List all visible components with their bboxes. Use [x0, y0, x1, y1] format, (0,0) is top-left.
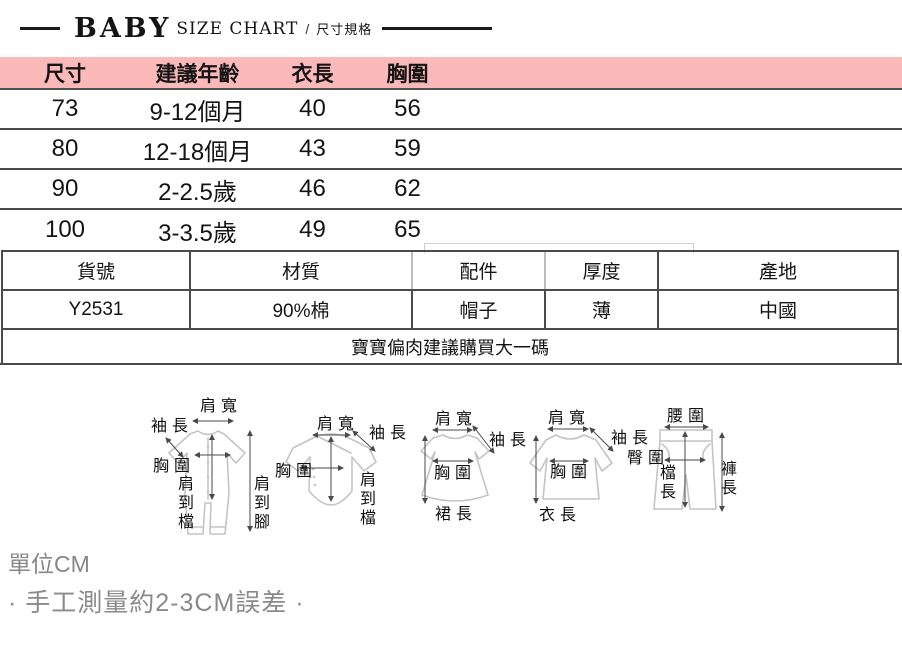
size-cell: 40	[299, 95, 326, 122]
info-table: 貨號 材質 配件 厚度 產地 Y2531 90%棉 帽子 薄 中國	[1, 250, 899, 330]
title-subtitle-en: SIZE CHART	[176, 18, 299, 39]
dress-chest-label: 胸圍	[434, 463, 477, 482]
romper-chest-label: 胸圍	[153, 456, 196, 475]
romper-shoulder-to-crotch-label: 肩到檔	[175, 475, 194, 532]
title-right-line	[382, 27, 493, 30]
info-cell: 帽子	[413, 291, 546, 328]
romper-diagram	[165, 418, 253, 535]
size-table-row: 90 2-2.5歲 46 62	[0, 170, 902, 210]
faint-overlay-box	[424, 243, 694, 253]
size-cell: 90	[51, 175, 79, 202]
dress-shoulder-label: 肩寬	[435, 409, 478, 428]
size-cell: 73	[51, 95, 79, 122]
size-cell: 59	[394, 135, 421, 162]
bodysuit-shoulder-label: 肩寬	[317, 414, 360, 433]
pants-crotch-length-label: 檔長	[657, 464, 676, 502]
tolerance-note: · 手工測量約2-3CM誤差 ·	[8, 589, 305, 617]
title-left-line	[20, 27, 60, 30]
size-note: 寶寶偏肉建議購買大一碼	[1, 330, 899, 363]
top-chest-label: 胸圍	[550, 462, 593, 481]
info-col-header: 厚度	[546, 252, 659, 289]
info-cell: 中國	[758, 301, 797, 322]
top-length-label: 衣長	[539, 505, 582, 524]
table-bottom-line	[0, 363, 902, 365]
size-table-row: 73 9-12個月 40 56	[0, 90, 902, 130]
info-col-header: 產地	[758, 262, 797, 283]
size-table-header: 尺寸 建議年齡 衣長 胸圍	[0, 57, 902, 90]
title-separator: /	[305, 20, 310, 37]
size-col-header: 建議年齡	[155, 62, 240, 86]
dress-diagram	[420, 425, 495, 504]
size-cell: 80	[51, 135, 79, 162]
info-col-header: 材質	[191, 252, 413, 289]
size-table-row: 80 12-18個月 43 59	[0, 130, 902, 170]
footer-notes: 單位CM · 手工測量約2-3CM誤差 ·	[0, 550, 902, 618]
bodysuit-chest-label: 胸圍	[275, 461, 318, 480]
romper-shoulder-label: 肩寬	[200, 396, 243, 415]
size-col-header: 尺寸	[44, 62, 86, 86]
bodysuit-shoulder-to-crotch-label: 肩到檔	[357, 471, 376, 528]
top-diagram	[529, 426, 614, 504]
title-subtitle-zh: 尺寸規格	[316, 22, 373, 37]
brand-title: BABY	[74, 13, 172, 44]
info-cell: 90%棉	[191, 291, 413, 328]
top-shoulder-label: 肩寬	[548, 408, 591, 427]
pants-length-label: 褲長	[718, 460, 737, 498]
size-cell: 49	[299, 216, 326, 243]
size-cell: 9-12個月	[149, 98, 246, 126]
size-table-row: 100 3-3.5歲 49 65	[0, 210, 902, 250]
info-cell: 薄	[546, 291, 659, 328]
size-table: 尺寸 建議年齡 衣長 胸圍 73 9-12個月 40 56 80 12-18個月…	[0, 57, 902, 250]
dress-skirt-length-label: 裙長	[435, 504, 478, 523]
romper-shoulder-to-foot-label: 肩到腳	[251, 475, 270, 532]
size-cell: 62	[394, 175, 421, 202]
info-cell: Y2531	[3, 291, 191, 328]
info-col-header: 配件	[413, 252, 546, 289]
size-cell: 46	[299, 175, 326, 202]
info-table-values: Y2531 90%棉 帽子 薄 中國	[3, 291, 897, 328]
title-bar: BABY SIZE CHART / 尺寸規格	[0, 0, 902, 57]
info-col-header: 貨號	[3, 252, 191, 289]
size-col-header: 衣長	[291, 62, 334, 86]
bodysuit-diagram	[285, 430, 377, 506]
size-cell: 65	[394, 216, 421, 243]
pants-waist-label: 腰圍	[667, 406, 710, 425]
size-cell: 12-18個月	[142, 138, 253, 166]
top-sleeve-label: 袖長	[611, 428, 654, 447]
size-col-header: 胸圍	[386, 62, 429, 86]
dress-sleeve-label: 袖長	[489, 430, 532, 449]
bodysuit-sleeve-label: 袖長	[369, 423, 412, 442]
pants-diagram	[653, 424, 725, 512]
unit-note: 單位CM	[8, 551, 90, 577]
size-cell: 3-3.5歲	[158, 219, 237, 247]
pants-hip-label: 臀圍	[627, 448, 670, 467]
romper-sleeve-label: 袖長	[151, 416, 194, 435]
measurement-diagrams: 肩寬 袖長 胸圍 肩到檔 肩到腳 肩寬 袖長 胸圍 肩到檔 肩寬	[0, 388, 902, 546]
size-cell: 56	[394, 95, 421, 122]
info-table-header: 貨號 材質 配件 厚度 產地	[3, 252, 897, 291]
size-cell: 43	[299, 135, 326, 162]
size-cell: 100	[44, 216, 86, 243]
size-cell: 2-2.5歲	[158, 178, 237, 206]
